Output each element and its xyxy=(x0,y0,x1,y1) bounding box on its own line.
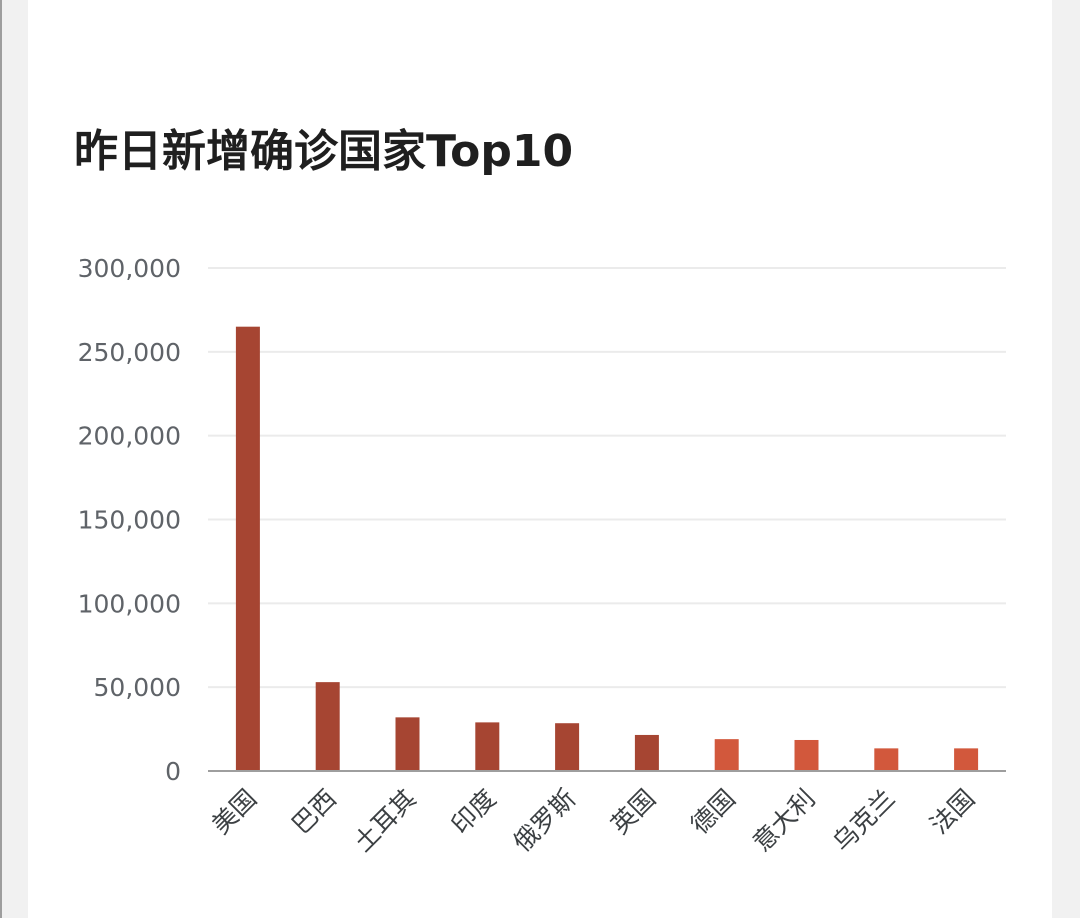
chart-card: 昨日新增确诊国家Top10 0 50,000 100,000 150,000 200,0… xyxy=(28,0,1052,918)
x-tick-label: 巴西 xyxy=(286,784,342,840)
y-tick-label: 0 xyxy=(165,757,181,786)
window-edge xyxy=(0,0,2,918)
x-tick-label: 俄罗斯 xyxy=(508,784,582,858)
gridlines xyxy=(208,267,1006,689)
x-tick-label: 意大利 xyxy=(747,784,821,858)
bar xyxy=(555,723,580,771)
y-tick-label: 50,000 xyxy=(94,673,181,702)
bars xyxy=(235,326,979,771)
bar xyxy=(634,734,659,771)
y-tick-label: 150,000 xyxy=(78,506,181,535)
bar xyxy=(714,739,739,771)
x-tick-label: 印度 xyxy=(446,784,502,840)
bar xyxy=(395,717,420,771)
y-tick-label: 200,000 xyxy=(78,422,181,451)
x-tick-label: 美国 xyxy=(206,784,262,840)
bar xyxy=(315,682,340,771)
y-tick-label: 250,000 xyxy=(78,338,181,367)
y-tick-label: 300,000 xyxy=(78,254,181,283)
bar xyxy=(874,748,899,771)
x-tick-label: 英国 xyxy=(605,784,661,840)
bar xyxy=(794,739,819,771)
y-axis-tick-labels: 0 50,000 100,000 150,000 200,000 250,000 300,0… xyxy=(78,254,181,786)
chart-title: 昨日新增确诊国家Top10 xyxy=(74,126,574,177)
x-tick-label: 土耳其 xyxy=(348,784,422,858)
x-axis-tick-labels: 美国 巴西 土耳其 印度 俄罗斯 英国 德国 意大利 乌克兰 法国 xyxy=(206,784,980,858)
x-tick-label: 法国 xyxy=(924,784,980,840)
x-tick-label: 德国 xyxy=(685,784,741,840)
y-tick-label: 100,000 xyxy=(78,589,181,618)
bar-chart: 0 50,000 100,000 150,000 200,000 250,000 300,0… xyxy=(78,254,1006,858)
bar xyxy=(235,326,260,771)
bar xyxy=(475,722,500,771)
x-tick-label: 乌克兰 xyxy=(827,784,901,858)
bar xyxy=(954,748,979,771)
